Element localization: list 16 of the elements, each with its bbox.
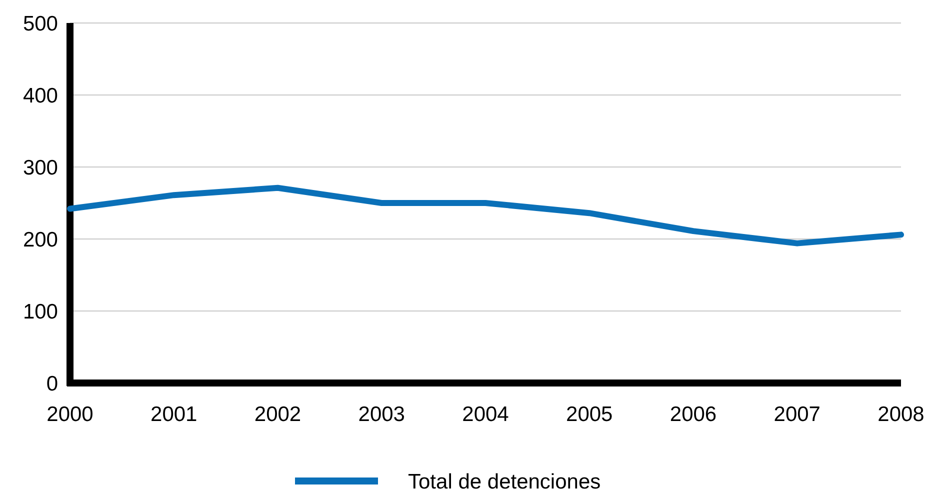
- y-tick-label: 200: [22, 228, 58, 252]
- x-tick-label: 2003: [358, 403, 405, 426]
- x-tick-label: 2007: [774, 403, 820, 426]
- y-tick-label: 500: [22, 12, 58, 36]
- y-tick-label: 100: [22, 300, 58, 324]
- x-tick-label: 2005: [566, 403, 613, 426]
- x-tick-label: 2000: [46, 403, 94, 426]
- x-tick-label: 2004: [462, 403, 510, 426]
- x-tick-label: 2008: [878, 403, 924, 426]
- y-tick-label: 300: [22, 156, 58, 180]
- y-tick-label: 0: [46, 372, 58, 396]
- x-tick-label: 2002: [254, 403, 302, 426]
- x-tick-label: 2006: [670, 403, 717, 426]
- legend-label: Total de detenciones: [408, 470, 601, 490]
- y-tick-label: 400: [22, 84, 58, 108]
- x-tick-label: 2001: [150, 403, 198, 426]
